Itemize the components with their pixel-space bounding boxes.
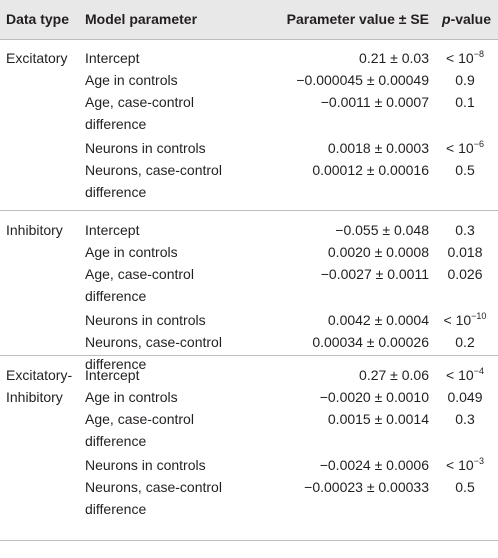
p-value-exponent: −10 [471,311,487,321]
parameter-value: 0.0042 ± 0.0004 [327,312,429,328]
p-value-base: < 10 [446,50,474,66]
p-value-exponent: −3 [473,456,484,466]
model-parameter: Neurons in controls [85,312,206,328]
header-model-parameter: Model parameter [85,11,198,27]
parameter-value: −0.0011 ± 0.0007 [320,94,429,110]
model-parameter: difference [85,116,147,132]
data-type-label: Excitatory [6,50,68,66]
p-value: < 10−4 [432,367,498,384]
parameter-value: −0.0024 ± 0.0006 [319,457,429,473]
p-value-base: 0.1 [455,94,475,110]
table-header: Data type Model parameter Parameter valu… [0,0,498,39]
parameter-value: 0.00034 ± 0.00026 [312,334,429,350]
model-parameter: Age in controls [85,72,178,88]
model-parameter: difference [85,433,147,449]
p-value-base: 0.3 [455,411,475,427]
parameter-value: −0.0027 ± 0.0011 [320,266,429,282]
data-type-label: Excitatory- [6,367,73,383]
model-parameter: Age in controls [85,244,178,260]
model-parameter: Neurons in controls [85,457,206,473]
model-parameter: Neurons, case-control [85,479,222,495]
model-parameter: difference [85,288,147,304]
p-value: 0.026 [432,266,498,283]
table-rule [0,355,498,356]
header-data-type: Data type [6,11,70,27]
p-value: 0.9 [432,72,498,89]
data-type-label: Inhibitory [6,389,63,405]
model-parameter: Neurons, case-control [85,334,222,350]
parameter-value: 0.21 ± 0.03 [359,50,429,66]
p-value-base: 0.9 [455,72,475,88]
model-parameter: Intercept [85,367,140,383]
p-value: 0.3 [432,222,498,239]
p-value-base: 0.026 [447,266,483,282]
p-value: < 10−6 [432,140,498,157]
parameter-value: −0.000045 ± 0.00049 [296,72,429,88]
p-value: 0.5 [432,162,498,179]
header-parameter-value: Parameter value ± SE [286,11,429,27]
model-parameter: difference [85,356,147,372]
p-value-base: 0.5 [455,162,475,178]
p-value-base: 0.2 [455,334,475,350]
table-rule [0,540,498,541]
model-parameter: difference [85,184,147,200]
model-parameter: difference [85,501,147,517]
p-value-exponent: −8 [473,49,484,59]
model-parameter: Age, case-control [85,411,194,427]
parameter-value: −0.055 ± 0.048 [335,222,429,238]
model-parameter: Neurons in controls [85,140,206,156]
p-value-base: 0.018 [447,244,483,260]
p-value: 0.3 [432,411,498,428]
parameter-value: −0.00023 ± 0.00033 [304,479,429,495]
model-parameter: Neurons, case-control [85,162,222,178]
header-p-rest: -value [450,11,492,27]
header-p-value: p-value [442,11,491,28]
p-value-base: < 10 [443,312,472,328]
parameter-value: −0.0020 ± 0.0010 [319,389,429,405]
p-value-base: < 10 [446,367,474,383]
p-value: 0.018 [432,244,498,261]
parameter-value: 0.0020 ± 0.0008 [327,244,429,260]
p-value-base: 0.049 [447,389,483,405]
header-p-italic: p [442,11,451,27]
p-value-base: 0.5 [455,479,475,495]
p-value: 0.5 [432,479,498,496]
parameter-value: 0.00012 ± 0.00016 [312,162,429,178]
p-value-exponent: −6 [473,139,484,149]
model-parameter: Age in controls [85,389,178,405]
data-type-label: Inhibitory [6,222,63,238]
model-parameter: Intercept [85,222,140,238]
p-value-base: < 10 [446,457,474,473]
p-value: < 10−8 [432,50,498,67]
p-value-base: 0.3 [455,222,475,238]
p-value: 0.049 [432,389,498,406]
parameter-value: 0.0018 ± 0.0003 [327,140,429,156]
model-parameter: Intercept [85,50,140,66]
p-value: < 10−3 [432,457,498,474]
parameter-value: 0.27 ± 0.06 [359,367,429,383]
model-parameter: Age, case-control [85,266,194,282]
p-value-base: < 10 [446,140,474,156]
p-value: 0.2 [432,334,498,351]
table-rule [0,210,498,211]
parameter-value: 0.0015 ± 0.0014 [327,411,429,427]
p-value: 0.1 [432,94,498,111]
p-value-exponent: −4 [473,366,484,376]
model-parameter: Age, case-control [85,94,194,110]
table-rule [0,39,498,40]
p-value: < 10−10 [432,312,498,329]
